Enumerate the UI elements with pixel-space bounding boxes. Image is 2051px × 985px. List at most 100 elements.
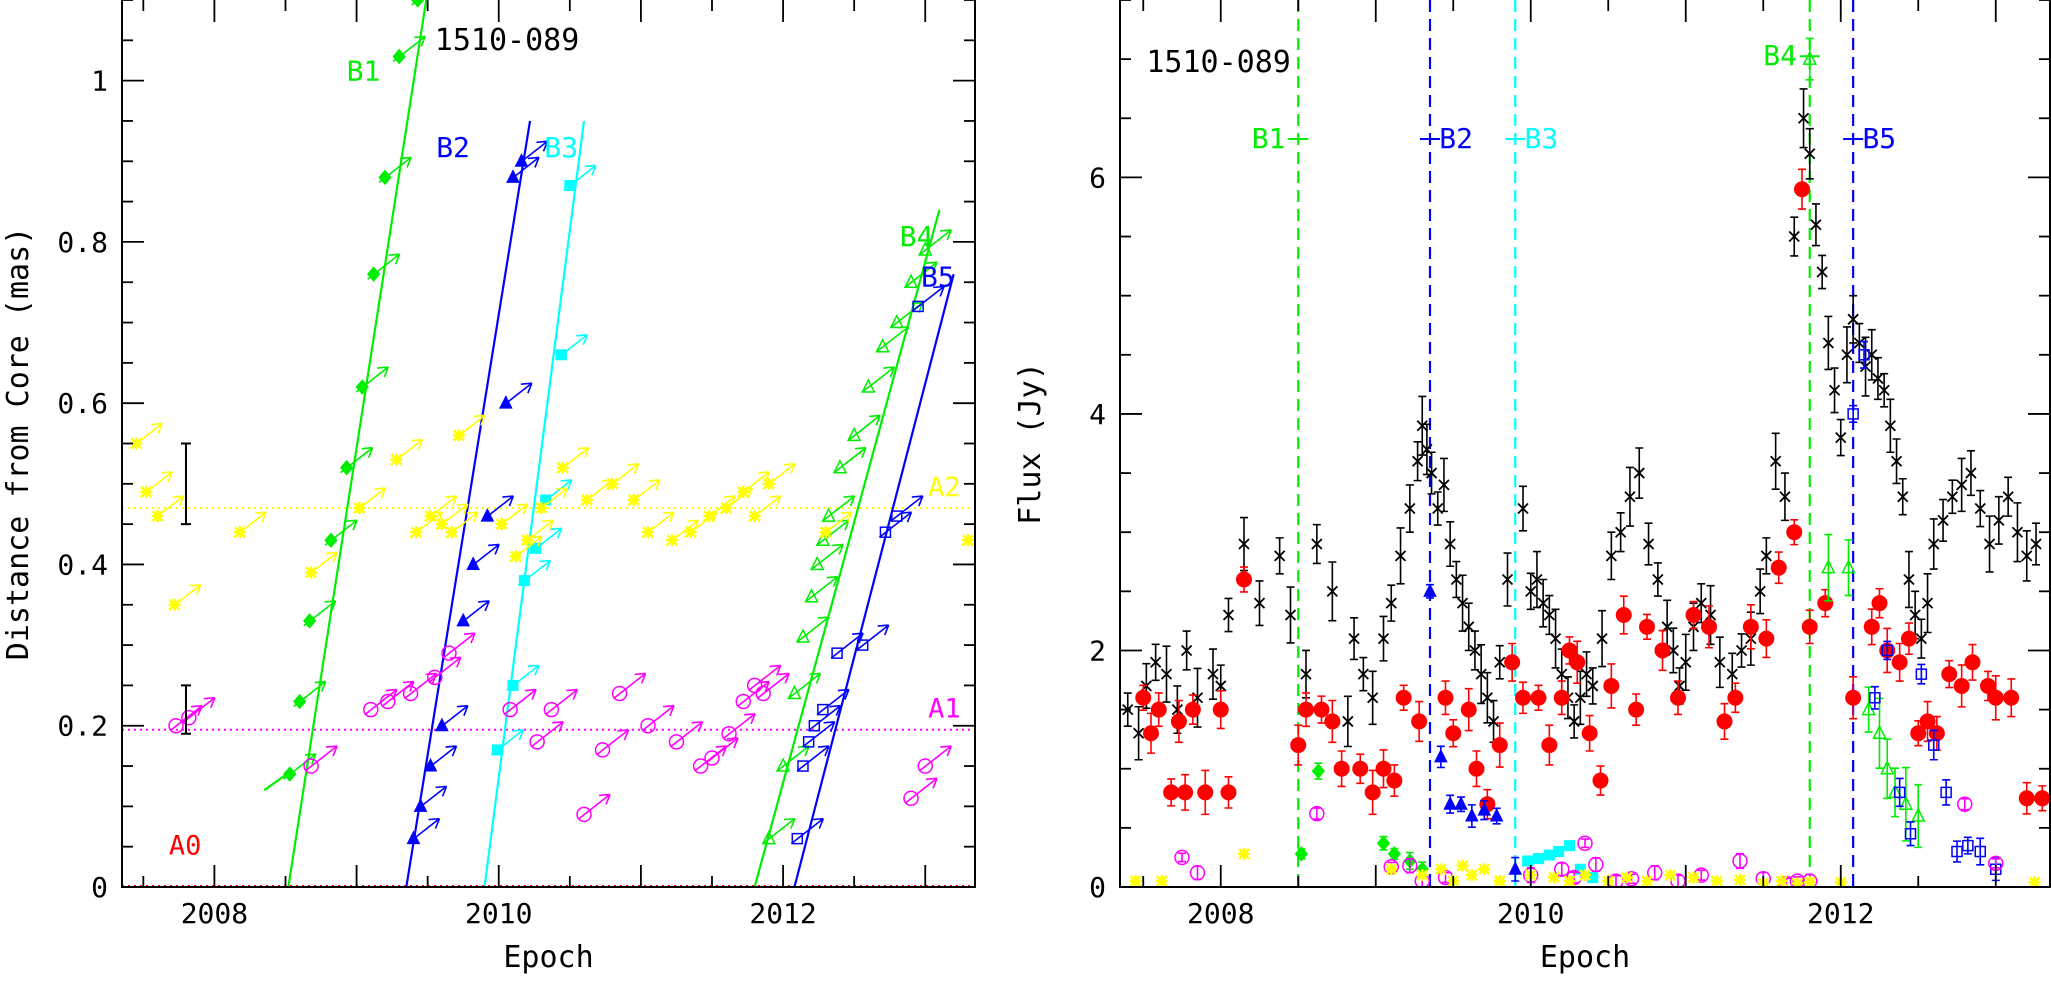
series-b4-point-1 (1821, 559, 1836, 574)
series-core-point-24 (1460, 701, 1477, 718)
series-b1-point-9 (411, 0, 425, 8)
series-total-point-42 (1517, 502, 1529, 515)
series-b3-point-1 (1533, 853, 1544, 865)
reference-label-a0: A0 (169, 831, 202, 862)
series-core (1135, 168, 2050, 820)
series-a2-point-20 (1710, 875, 1723, 887)
series-total-point-80 (1816, 266, 1828, 278)
series-b2-point-1 (413, 798, 428, 812)
series-b5-point-7 (879, 526, 892, 538)
vline-label-b3: B3 (1525, 122, 1559, 155)
series-a1-point-0 (168, 717, 184, 734)
series-core-point-13 (1313, 701, 1330, 718)
series-a2-point-8 (410, 526, 423, 539)
series-b5-errbar-1 (1860, 340, 1868, 369)
series-a2-point-7 (1456, 859, 1469, 872)
series-total-point-92 (1890, 455, 1903, 467)
series-total-point-52 (1580, 668, 1593, 680)
series-total-point-76 (1788, 230, 1800, 243)
series-total-point-106 (2002, 491, 2014, 503)
series-total-point-14 (1284, 609, 1297, 621)
series-b4-point-13 (903, 273, 919, 288)
series-a1 (168, 632, 952, 823)
series-b4-point-9 (846, 426, 862, 442)
series-core-point-63 (1941, 666, 1958, 683)
series-a1-arrow-18 (722, 712, 756, 740)
series-core-point-55 (1863, 618, 1880, 635)
y-tick-label-3: 6 (1089, 161, 1106, 194)
series-total-point-67 (1704, 609, 1717, 621)
series-total-point-98 (1928, 538, 1940, 550)
series-a2-point-1 (1155, 875, 1168, 887)
series-total-point-70 (1735, 644, 1748, 657)
series-b2-point-0 (1423, 583, 1437, 597)
series-core-point-46 (1727, 689, 1744, 706)
series-core-point-21 (1411, 713, 1428, 730)
series-b4-arrow-14 (918, 229, 952, 256)
series-b5-point-2 (802, 736, 815, 748)
series-a1-arrow-6 (428, 656, 462, 683)
series-a1-point-4 (1402, 857, 1418, 874)
series-core-point-25 (1468, 760, 1485, 777)
series-core-point-48 (1758, 630, 1775, 647)
series-b5-point-8 (891, 510, 903, 522)
series-a1-point-14 (1647, 865, 1663, 881)
x-tick-label-1: 2010 (465, 897, 532, 930)
y-tick-label-3: 0.6 (57, 387, 108, 420)
series-core-point-18 (1375, 760, 1392, 777)
series-core-point-11 (1290, 737, 1307, 754)
series-a2-point-14 (509, 550, 522, 563)
series-core-point-34 (1569, 654, 1586, 671)
series-total-point-19 (1348, 633, 1360, 645)
series-total-point-5 (1171, 703, 1183, 716)
series-a1-arrow-11 (577, 793, 611, 821)
series-core-point-1 (1143, 725, 1159, 742)
x-tick-label-1: 2010 (1497, 897, 1564, 930)
y-tick-label-1: 2 (1089, 634, 1106, 667)
series-b4-point-11 (875, 338, 890, 353)
y-axis-label: Distance from Core (mas) (1, 227, 36, 660)
series-a1-point-22 (903, 790, 919, 807)
series-a2-point-23 (684, 526, 697, 539)
series-total-point-51 (1574, 692, 1586, 704)
series-a2-point-2 (1238, 847, 1250, 860)
series-a2-point-8 (1465, 869, 1478, 882)
series-total-point-81 (1822, 337, 1834, 349)
series-core-point-5 (1177, 784, 1194, 801)
series-b2-point-5 (1477, 802, 1492, 816)
series-total-point-43 (1525, 585, 1537, 597)
series-core-point-2 (1150, 701, 1167, 718)
series-a2-point-9 (424, 510, 437, 523)
series-total-point-12 (1253, 597, 1266, 609)
series-a1-arrow-10 (544, 688, 579, 716)
series-a2-point-0 (130, 437, 143, 450)
series-b4-arrow-8 (833, 446, 867, 474)
series-core-point-54 (1845, 689, 1862, 706)
series-b2-point-6 (480, 507, 495, 522)
series-core-point-40 (1639, 618, 1655, 635)
series-a1-point-16 (692, 758, 709, 774)
plot-frame (1119, 0, 2051, 888)
series-core-point-15 (1333, 760, 1350, 777)
series-b4-arrow-5 (810, 543, 844, 571)
series-core-point-37 (1603, 677, 1620, 694)
series-a2-point-21 (1734, 873, 1746, 886)
series-core-point-4 (1170, 713, 1187, 730)
series-a2-point-18 (1664, 869, 1677, 882)
series-b2-label: B2 (436, 131, 470, 164)
series-core-point-42 (1670, 689, 1686, 706)
series-a1-errbar-2 (1312, 807, 1321, 821)
series-total-point-89 (1872, 372, 1884, 385)
series-total-point-8 (1207, 668, 1219, 680)
x-axis-label: Epoch (1540, 940, 1630, 975)
series-total-point-72 (1754, 585, 1766, 597)
series-total-point-78 (1804, 148, 1816, 160)
y-tick-label-2: 4 (1089, 398, 1106, 431)
series-a1-errbar-16 (1697, 869, 1706, 881)
series-total-point-60 (1652, 573, 1664, 586)
series-b3-point-1 (507, 679, 519, 691)
series-total-point-79 (1810, 219, 1822, 231)
series-a1-point-20 (746, 677, 763, 694)
series-b4-point-4 (804, 588, 819, 603)
